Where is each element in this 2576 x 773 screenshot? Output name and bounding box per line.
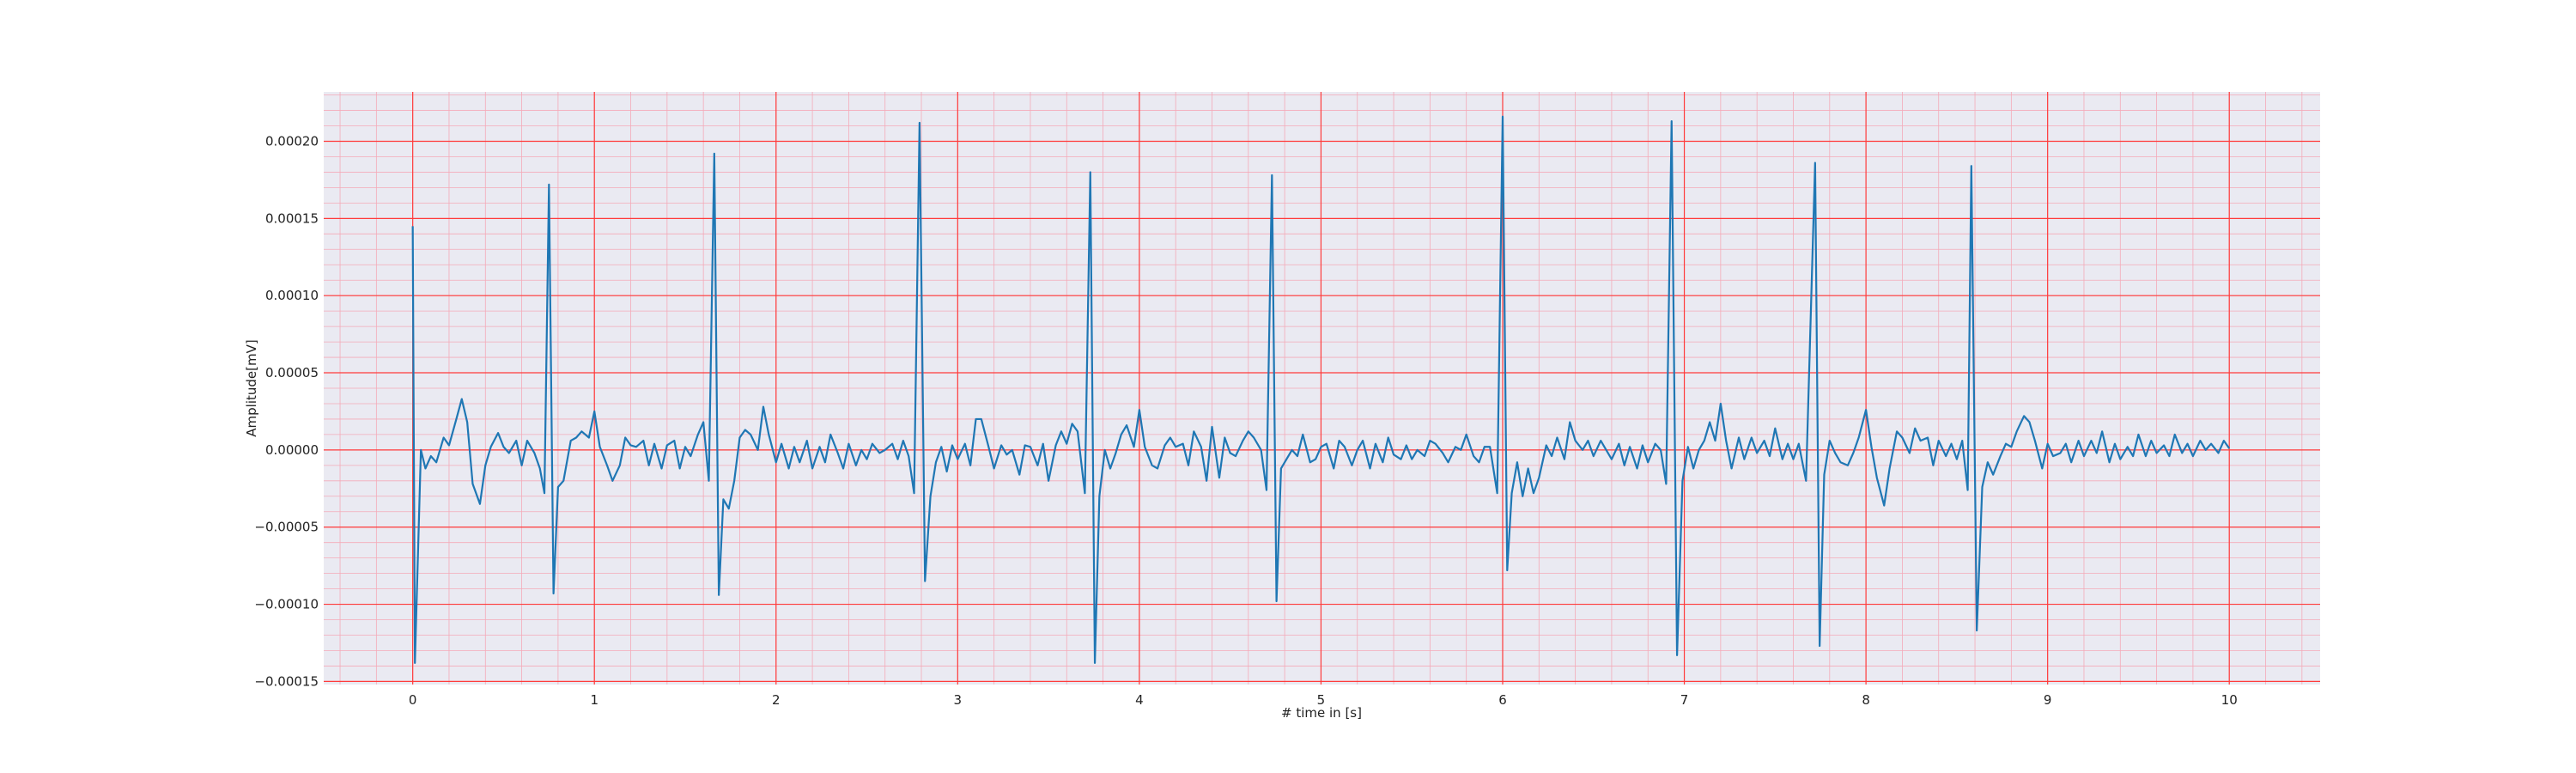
x-tick-label: 1 <box>590 692 598 708</box>
x-tick-label: 0 <box>409 692 417 708</box>
y-tick-label: 0.00000 <box>265 442 319 458</box>
series-line <box>411 115 2231 664</box>
x-tick-label: 8 <box>1862 692 1870 708</box>
y-tick-label: 0.00010 <box>265 288 319 303</box>
x-tick-label: 5 <box>1317 692 1326 708</box>
x-axis-ticks: 0 1 2 3 4 5 6 7 8 9 10 <box>409 692 2238 708</box>
y-axis-label: Amplitude[mV] <box>244 339 259 436</box>
x-tick-label: 2 <box>772 692 781 708</box>
x-tick-label: 10 <box>2221 692 2238 708</box>
y-tick-label: 0.00005 <box>265 365 319 380</box>
y-axis-ticks: −0.00015 −0.00010 −0.00005 0.00000 0.00005 0.… <box>254 134 319 690</box>
x-axis-label: # time in [s] <box>1281 705 1362 721</box>
x-tick-label: 7 <box>1680 692 1689 708</box>
y-tick-label: −0.00010 <box>254 597 319 612</box>
y-tick-label: −0.00005 <box>254 520 319 535</box>
y-tick-label: 0.00020 <box>265 134 319 149</box>
x-tick-label: 3 <box>954 692 963 708</box>
y-tick-label: −0.00015 <box>254 673 319 689</box>
y-tick-label: 0.00015 <box>265 210 319 226</box>
x-tick-label: 6 <box>1498 692 1507 708</box>
x-tick-label: 4 <box>1135 692 1144 708</box>
x-tick-label: 9 <box>2044 692 2052 708</box>
